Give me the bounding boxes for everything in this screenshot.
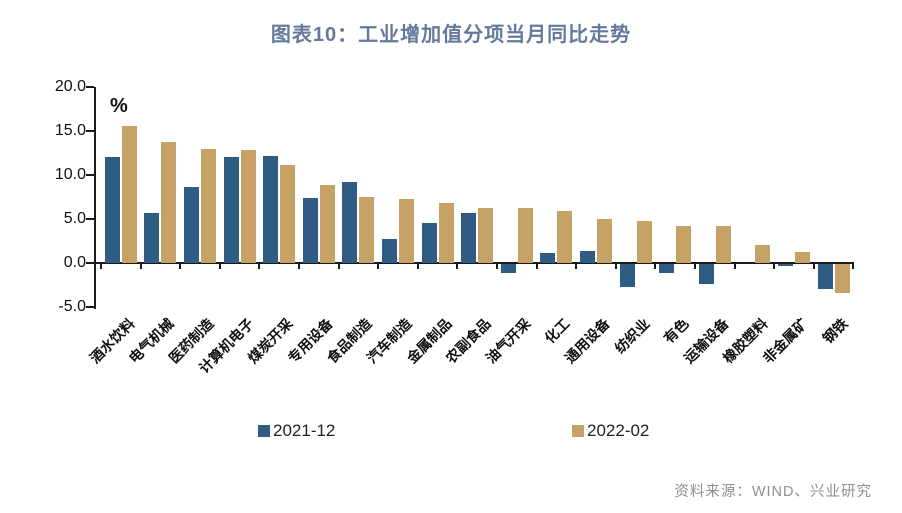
bar-2021-12-煤炭开采 [263, 155, 279, 263]
legend-swatch-icon [572, 425, 584, 437]
bar-2022-02-汽车制造 [399, 198, 414, 263]
bar-2021-12-纺织业 [619, 264, 635, 287]
bar-2022-02-专用设备 [319, 184, 335, 263]
legend-label: 2022-02 [587, 421, 650, 440]
bar-2021-12-非金属矿 [778, 264, 793, 266]
bar-2021-12-化工 [540, 253, 556, 263]
x-axis-tick [773, 264, 776, 269]
y-axis-line [94, 87, 96, 309]
bar-2021-12-酒水饮料 [104, 157, 120, 263]
source-note: 资料来源：WIND、兴业研究 [674, 484, 872, 500]
bar-2022-02-纺织业 [636, 220, 652, 263]
y-axis-tick [86, 306, 94, 308]
bar-2022-02-酒水饮料 [121, 125, 137, 263]
bar-2022-02-运输设备 [715, 226, 731, 263]
bar-2022-02-食品制造 [359, 197, 375, 263]
legend-item-2022-02: 2022-02 [572, 421, 649, 441]
y-axis-tick [86, 130, 94, 132]
x-axis-tick [179, 264, 182, 269]
legend-item-2021-12: 2021-12 [258, 421, 335, 441]
y-axis-tick-label: 0.0 [63, 254, 86, 271]
y-axis-tick-label: 5.0 [63, 210, 86, 227]
y-axis-tick [86, 86, 94, 88]
bar-2022-02-油气开采 [517, 208, 533, 263]
x-axis-tick [100, 264, 102, 269]
bar-2021-12-汽车制造 [382, 239, 397, 263]
bar-2022-02-煤炭开采 [280, 165, 296, 263]
bar-2021-12-钢铁 [817, 264, 833, 289]
x-axis-tick [416, 264, 419, 269]
x-axis-tick [258, 264, 261, 269]
y-axis-tick-label: 20.0 [54, 78, 86, 95]
y-axis-tick [86, 262, 94, 264]
bar-2021-12-计算机电子 [223, 157, 239, 263]
legend-swatch-icon [258, 425, 270, 437]
x-axis-tick [733, 264, 736, 269]
chart-title: 图表10：工业增加值分项当月同比走势 [270, 24, 632, 46]
bar-2021-12-专用设备 [302, 197, 318, 263]
bar-2022-02-有色 [676, 226, 692, 263]
x-axis-tick [456, 264, 459, 269]
bar-2022-02-钢铁 [834, 264, 850, 294]
x-axis-tick [496, 264, 498, 269]
bar-2022-02-电气机械 [161, 142, 177, 263]
bar-2022-02-非金属矿 [795, 251, 810, 263]
bar-2021-12-油气开采 [500, 264, 516, 273]
x-axis-tick [337, 264, 340, 269]
unit-label: % [110, 95, 128, 117]
x-axis-tick [812, 264, 815, 269]
y-axis-tick-label: 10.0 [54, 166, 86, 183]
y-axis-tick-label: 15.0 [54, 122, 86, 139]
legend-label: 2021-12 [273, 421, 336, 440]
bar-2021-12-有色 [659, 264, 675, 273]
x-axis-tick [139, 264, 142, 269]
bar-2021-12-电气机械 [144, 212, 160, 263]
bar-2021-12-食品制造 [342, 182, 358, 263]
x-axis-tick [535, 264, 538, 269]
bar-2021-12-运输设备 [698, 264, 714, 285]
bar-2022-02-化工 [557, 211, 573, 263]
x-axis-tick [654, 264, 657, 269]
bar-2022-02-橡胶塑料 [755, 245, 771, 263]
bar-2022-02-通用设备 [597, 219, 612, 263]
x-axis-line [94, 262, 855, 264]
x-axis-tick [694, 264, 696, 269]
x-axis-tick [377, 264, 380, 269]
bar-2021-12-金属制品 [421, 222, 437, 263]
x-axis-tick [852, 264, 855, 269]
bar-2022-02-医药制造 [201, 148, 216, 263]
bar-2022-02-农副食品 [478, 207, 494, 263]
bar-2021-12-农副食品 [461, 212, 477, 263]
bar-2021-12-医药制造 [184, 187, 199, 263]
x-axis-tick [298, 264, 300, 269]
bar-2022-02-计算机电子 [240, 150, 256, 263]
x-axis-tick [218, 264, 221, 269]
y-axis-tick-label: -5.0 [58, 298, 86, 315]
x-axis-tick [614, 264, 617, 269]
x-axis-tick [575, 264, 578, 269]
bar-2022-02-金属制品 [438, 203, 454, 263]
bar-2021-12-通用设备 [580, 250, 595, 263]
y-axis-tick [86, 174, 94, 176]
y-axis-tick [86, 218, 94, 220]
